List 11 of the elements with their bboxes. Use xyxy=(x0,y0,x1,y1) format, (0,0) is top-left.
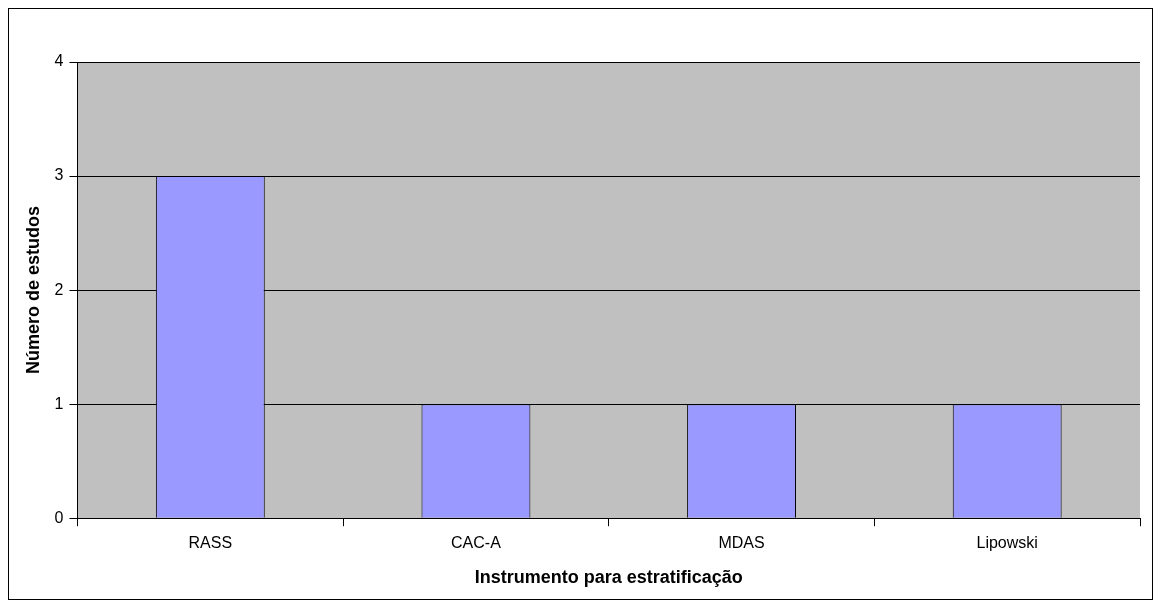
y-tick-label: 2 xyxy=(54,280,64,298)
y-tick-label: 4 xyxy=(54,52,64,70)
y-tick-label: 0 xyxy=(54,508,64,526)
y-axis-title: Número de estudos xyxy=(22,206,43,375)
x-tick-label: CAC-A xyxy=(451,534,502,552)
x-axis-title: Instrumento para estratificação xyxy=(474,567,743,588)
x-tick-label: RASS xyxy=(188,534,233,552)
x-tick-label: MDAS xyxy=(718,534,765,552)
x-tick-label: Lipowski xyxy=(976,534,1038,552)
y-tick-label: 3 xyxy=(54,166,64,184)
y-tick-label: 1 xyxy=(54,394,64,412)
